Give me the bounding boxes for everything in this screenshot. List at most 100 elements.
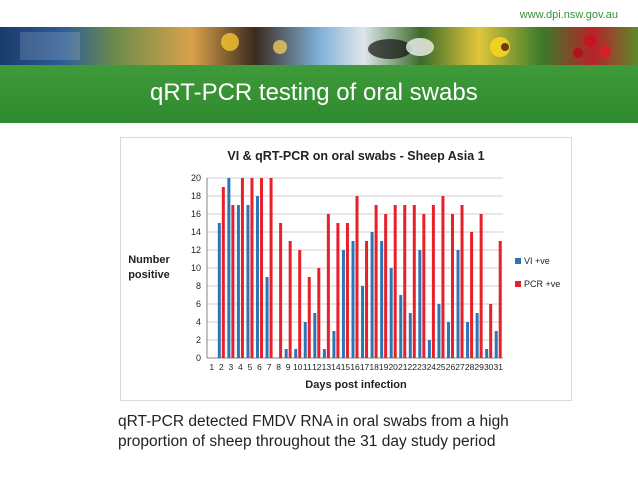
x-tick-label: 27 — [455, 362, 465, 372]
legend: VI +ve PCR +ve — [515, 256, 560, 289]
y-tick-label: 10 — [191, 263, 201, 273]
bar-vi — [494, 331, 498, 358]
bar-pcr — [240, 178, 244, 358]
x-axis-label: Days post infection — [305, 379, 407, 391]
bar-pcr — [393, 205, 397, 358]
bar-pcr — [336, 223, 340, 358]
bar-vi — [313, 313, 317, 358]
bar-vi — [456, 250, 460, 358]
x-tick-label: 5 — [248, 362, 253, 372]
bar-vi — [217, 223, 221, 358]
y-axis-label-part1: Number — [128, 254, 170, 266]
x-tick-label: 1 — [209, 362, 214, 372]
bar-pcr — [365, 241, 369, 358]
x-tick-label: 3 — [229, 362, 234, 372]
x-tick-label: 9 — [286, 362, 291, 372]
x-tick-label: 24 — [427, 362, 437, 372]
x-tick-label: 4 — [238, 362, 243, 372]
bar-vi — [227, 178, 231, 358]
bar-pcr — [403, 205, 407, 358]
legend-label-pcr: PCR +ve — [524, 279, 560, 289]
x-tick-label: 15 — [341, 362, 351, 372]
bar-vi — [466, 322, 470, 358]
bar-chart: VI & qRT-PCR on oral swabs - Sheep Asia … — [128, 149, 560, 391]
bar-pcr — [489, 304, 493, 358]
y-tick-label: 8 — [196, 281, 201, 291]
x-tick-label: 18 — [369, 362, 379, 372]
x-tick-label: 16 — [350, 362, 360, 372]
bar-vi — [370, 232, 374, 358]
bar-pcr — [221, 187, 225, 358]
bar-vi — [322, 349, 326, 358]
bar-pcr — [431, 205, 435, 358]
bar-pcr — [250, 178, 254, 358]
bar-vi — [408, 313, 412, 358]
y-axis-label-part2: positive — [128, 269, 170, 281]
bar-vi — [236, 205, 240, 358]
x-tick-label: 11 — [303, 362, 312, 372]
bar-vi — [341, 250, 345, 358]
y-tick-label: 2 — [196, 335, 201, 345]
bar-pcr — [479, 214, 483, 358]
y-tick-labels: 0 2 4 6 8 10 12 14 16 18 20 — [191, 173, 201, 363]
y-tick-label: 4 — [196, 317, 201, 327]
y-axis-label-line2: positive — [128, 269, 170, 281]
x-tick-label: 12 — [312, 362, 322, 372]
bar-pcr — [422, 214, 426, 358]
bar-pcr — [441, 196, 445, 358]
bar-vi — [427, 340, 431, 358]
bar-vi — [351, 241, 355, 358]
bar-pcr — [326, 214, 330, 358]
x-tick-label: 14 — [331, 362, 341, 372]
bar-vi — [361, 286, 365, 358]
x-tick-label: 2 — [219, 362, 224, 372]
x-tick-label: 8 — [276, 362, 281, 372]
bar-vi — [246, 205, 250, 358]
x-tick-label: 13 — [322, 362, 332, 372]
bar-pcr — [498, 241, 502, 358]
x-tick-label: 29 — [474, 362, 484, 372]
bar-pcr — [412, 205, 416, 358]
x-tick-label: 23 — [417, 362, 427, 372]
legend-swatch-pcr — [515, 281, 521, 287]
chart-title: VI & qRT-PCR on oral swabs - Sheep Asia … — [227, 149, 484, 163]
bar-pcr — [355, 196, 359, 358]
x-tick-label: 17 — [360, 362, 370, 372]
bar-pcr — [307, 277, 311, 358]
bar-pcr — [384, 214, 388, 358]
bar-pcr — [460, 205, 464, 358]
x-tick-label: 7 — [267, 362, 272, 372]
bar-pcr — [279, 223, 283, 358]
bar-pcr — [345, 223, 349, 358]
x-tick-label: 21 — [398, 362, 408, 372]
bar-vi — [256, 196, 260, 358]
x-tick-label: 25 — [436, 362, 446, 372]
slide-caption: qRT-PCR detected FMDV RNA in oral swabs … — [118, 413, 509, 450]
bar-vi — [332, 331, 336, 358]
y-tick-label: 16 — [191, 209, 201, 219]
bars — [217, 178, 502, 358]
legend-swatch-vi — [515, 258, 521, 264]
bar-vi — [303, 322, 307, 358]
bar-vi — [389, 268, 393, 358]
photo-strip-banner — [0, 27, 638, 65]
bar-pcr — [470, 232, 474, 358]
bar-vi — [418, 250, 422, 358]
bar-pcr — [269, 178, 273, 358]
x-tick-label: 20 — [388, 362, 398, 372]
page-title: qRT-PCR testing of oral swabs — [150, 79, 478, 106]
y-axis-label-line1: Number — [128, 254, 170, 266]
site-url[interactable]: www.dpi.nsw.gov.au — [519, 9, 618, 21]
y-tick-label: 0 — [196, 353, 201, 363]
bar-pcr — [374, 205, 378, 358]
bar-vi — [446, 322, 450, 358]
bar-vi — [380, 241, 384, 358]
x-tick-label: 28 — [465, 362, 475, 372]
y-tick-label: 14 — [191, 227, 201, 237]
bar-vi — [475, 313, 479, 358]
y-tick-label: 12 — [191, 245, 201, 255]
bar-vi — [399, 295, 403, 358]
x-tick-label: 31 — [493, 362, 503, 372]
bar-pcr — [317, 268, 321, 358]
bar-pcr — [450, 214, 454, 358]
